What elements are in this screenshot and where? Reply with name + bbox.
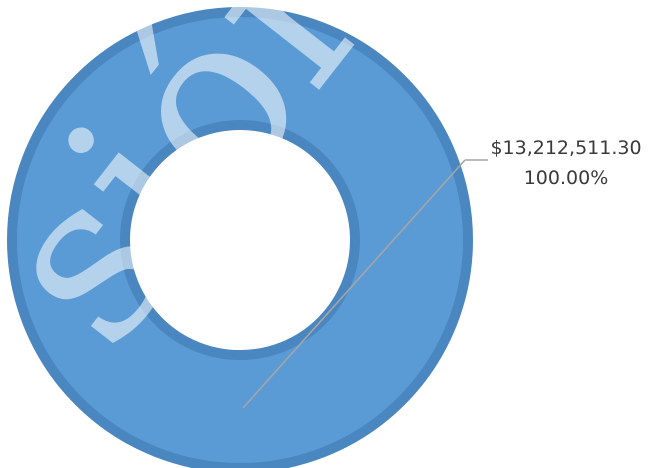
- donut-slices: [6, 7, 474, 468]
- donut-slice: [6, 7, 474, 468]
- data-label-value: $13,212,511.30: [490, 137, 641, 159]
- data-label-leader-line: [242, 159, 466, 409]
- data-label-percent: 100.00%: [524, 167, 609, 189]
